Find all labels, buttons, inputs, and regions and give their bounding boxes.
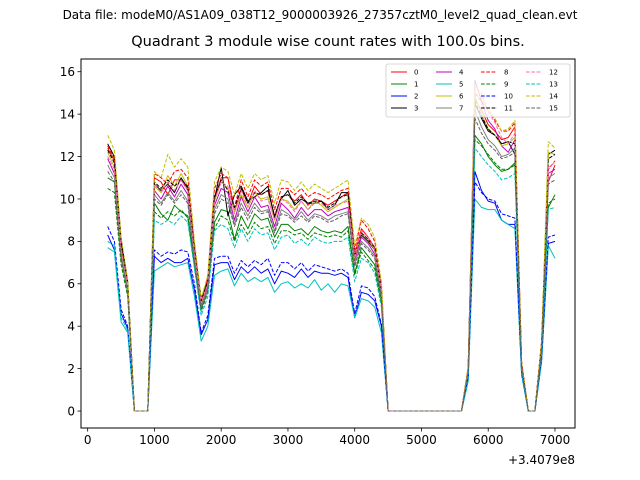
series-line-5 — [107, 198, 556, 412]
legend-label-15: 15 — [549, 105, 558, 113]
legend-label-12: 12 — [549, 69, 558, 77]
legend-label-1: 1 — [414, 81, 418, 89]
axes-frame — [80, 58, 576, 429]
series-line-13 — [107, 147, 556, 412]
series-line-8 — [107, 92, 556, 412]
series-line-2 — [107, 170, 556, 412]
x-offset-text: +3.4079e8 — [508, 453, 575, 467]
ticks-layer: 0 1000 2000 3000 4000 5000 6000 700002468101214… — [60, 65, 571, 447]
x-tick-label: 5000 — [406, 433, 437, 447]
legend-label-4: 4 — [459, 69, 464, 77]
legend-label-13: 13 — [549, 81, 558, 89]
chart-title: Quadrant 3 module wise count rates with … — [131, 34, 525, 50]
y-tick-label: 2 — [67, 362, 75, 376]
legend-label-2: 2 — [414, 93, 418, 101]
x-tick-label: 7000 — [540, 433, 571, 447]
series-line-11 — [107, 100, 556, 412]
legend-label-8: 8 — [504, 69, 508, 77]
y-tick-label: 10 — [60, 192, 75, 206]
x-tick-label: 1000 — [139, 433, 170, 447]
y-tick-label: 16 — [60, 65, 75, 79]
series-line-1 — [107, 134, 556, 412]
series-line-9 — [107, 139, 556, 412]
legend-label-3: 3 — [414, 105, 418, 113]
legend-label-14: 14 — [549, 93, 558, 101]
legend-label-5: 5 — [459, 81, 463, 89]
x-tick-label: 4000 — [339, 433, 370, 447]
y-tick-label: 8 — [67, 235, 75, 249]
series-line-14 — [107, 83, 556, 412]
y-tick-label: 14 — [60, 107, 75, 121]
legend-label-0: 0 — [414, 69, 418, 77]
legend-frame — [385, 63, 571, 118]
suptitle: Data file: modeM0/AS1A09_038T12_90000039… — [62, 8, 578, 22]
x-tick-label: 6000 — [473, 433, 504, 447]
legend-label-7: 7 — [459, 105, 463, 113]
series-line-3 — [107, 103, 556, 412]
x-tick-label: 0 — [84, 433, 92, 447]
legend-label-9: 9 — [504, 81, 508, 89]
x-tick-label: 2000 — [206, 433, 237, 447]
series-line-7 — [107, 109, 556, 412]
legend-label-6: 6 — [459, 93, 464, 101]
y-tick-label: 6 — [67, 277, 75, 291]
y-tick-label: 12 — [60, 150, 75, 164]
y-tick-label: 4 — [67, 320, 75, 334]
y-tick-label: 0 — [67, 404, 75, 418]
series-line-0 — [107, 98, 556, 412]
series-line-12 — [107, 86, 556, 412]
legend-label-10: 10 — [504, 93, 513, 101]
series-layer — [107, 79, 556, 412]
series-line-15 — [107, 117, 556, 412]
series-line-10 — [107, 181, 556, 412]
legend-label-11: 11 — [504, 105, 513, 113]
x-tick-label: 3000 — [273, 433, 304, 447]
